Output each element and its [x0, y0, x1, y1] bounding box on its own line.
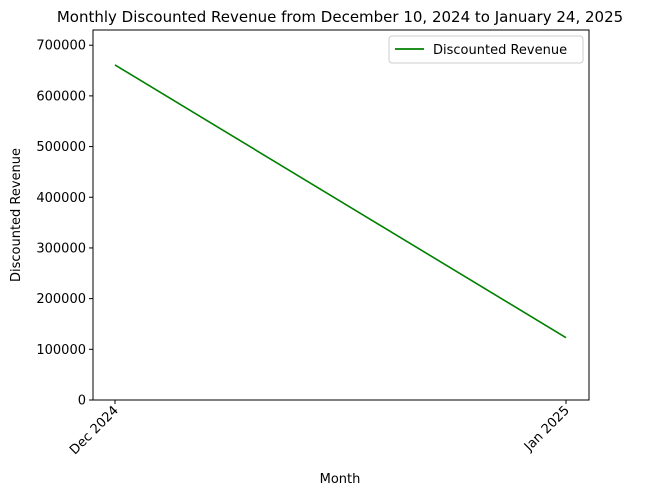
y-tick-label: 600000	[36, 89, 86, 104]
chart-title: Monthly Discounted Revenue from December…	[57, 8, 623, 26]
y-axis: 0 100000 200000 300000 400000 500000 600000 700…	[36, 39, 93, 409]
y-tick-label: 300000	[36, 241, 86, 256]
y-tick-label: 200000	[36, 292, 86, 307]
plot-area	[92, 29, 590, 401]
series-line	[114, 64, 567, 339]
y-tick-label: 100000	[36, 343, 86, 358]
y-tick-label: 500000	[36, 140, 86, 155]
x-tick-label: Dec 2024	[67, 403, 122, 458]
x-axis: Dec 2024 Jan 2025	[67, 400, 573, 458]
x-axis-label: Month	[320, 472, 361, 487]
series-layer	[114, 64, 567, 339]
y-tick-label: 400000	[36, 191, 86, 206]
x-tick-label: Jan 2025	[521, 403, 573, 455]
y-axis-label: Discounted Revenue	[9, 148, 24, 282]
y-tick-label: 0	[78, 394, 86, 409]
legend-box	[388, 35, 584, 64]
legend-entry-label: Discounted Revenue	[433, 43, 567, 58]
y-tick-label: 700000	[36, 39, 86, 54]
legend: Discounted Revenue	[388, 35, 584, 64]
